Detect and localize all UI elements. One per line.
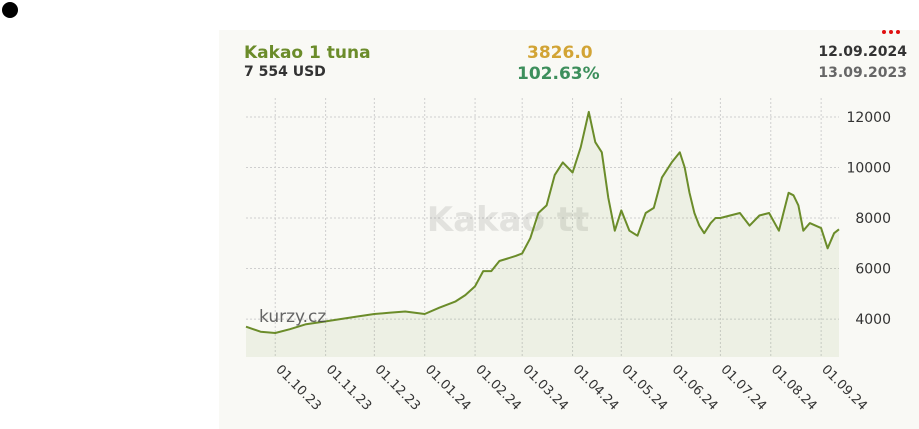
start-date: 13.09.2023 [818,65,907,81]
x-tick-label: 01.11.23 [323,362,375,414]
series-area [246,111,839,358]
x-tick-label: 01.09.24 [818,362,870,414]
current-value: 3826.0 [527,43,593,63]
x-tick-label: 01.03.24 [519,362,571,414]
chart-panel: Kakao 1 tuna 7 554 USD 3826.0 102.63% 12… [219,30,919,429]
x-tick-label: 01.10.23 [272,362,324,414]
x-axis-labels: 01.10.2301.11.2301.12.2301.01.2401.02.24… [272,362,869,414]
x-tick-label: 01.04.24 [570,362,622,414]
x-tick-label: 01.01.24 [422,362,474,414]
watermark: Kakao tt [427,200,590,240]
price-subtitle: 7 554 USD [244,64,326,80]
x-tick-label: 01.08.24 [768,362,820,414]
y-tick-label: 4000 [855,312,891,328]
y-axis-labels: 4000 6000 8000 10000 12000 [846,110,891,328]
x-tick-label: 01.05.24 [618,362,670,414]
x-tick-label: 01.12.23 [372,362,424,414]
x-tick-label: 01.07.24 [718,362,770,414]
series-line [245,110,840,334]
more-menu-icon[interactable] [882,30,900,34]
y-tick-label: 10000 [846,160,891,176]
end-date: 12.09.2024 [818,44,907,60]
kurzy-logo: kurzy.cz [259,307,326,327]
x-tick-label: 01.02.24 [472,362,524,414]
y-tick-label: 8000 [855,211,891,227]
status-dot [2,2,18,18]
price-chart: Kakao tt kurzy.cz 4000 6000 8000 10000 12000… [245,98,891,414]
y-tick-label: 12000 [846,110,891,126]
chart-title: Kakao 1 tuna [244,43,371,63]
percent-change: 102.63% [517,64,600,84]
y-tick-label: 6000 [855,262,891,278]
x-tick-label: 01.06.24 [669,362,721,414]
